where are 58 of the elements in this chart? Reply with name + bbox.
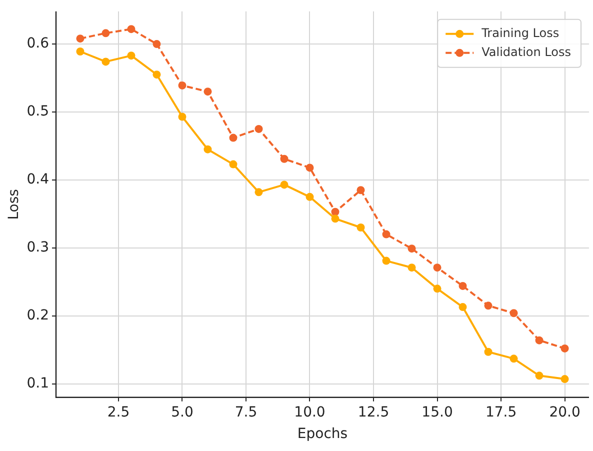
point xyxy=(306,192,314,201)
point xyxy=(178,112,186,121)
point xyxy=(76,47,84,56)
point xyxy=(229,134,238,142)
point xyxy=(280,180,288,189)
point xyxy=(484,302,492,310)
point xyxy=(560,344,569,352)
point xyxy=(535,372,544,380)
point xyxy=(254,124,263,133)
point xyxy=(204,145,212,154)
y-tick-label: 0.3 xyxy=(26,240,49,256)
point xyxy=(458,282,467,290)
y-tick-label: 0.2 xyxy=(26,307,49,324)
x-tick-label: 7.5 xyxy=(234,404,258,420)
x-tick-label: 15.0 xyxy=(422,404,453,420)
y-tick-label: 0.4 xyxy=(26,172,50,188)
point xyxy=(229,160,238,168)
point xyxy=(331,208,340,216)
legend-label: Training Loss xyxy=(480,26,560,40)
point xyxy=(535,336,544,344)
y-tick-label: 0.1 xyxy=(26,375,49,392)
point xyxy=(102,58,110,66)
x-tick-label: 2.5 xyxy=(107,404,130,420)
point xyxy=(127,52,136,60)
x-tick-label: 12.5 xyxy=(358,404,390,420)
point xyxy=(178,81,186,90)
point xyxy=(356,224,365,232)
point xyxy=(510,309,518,318)
point xyxy=(510,354,518,363)
y-axis-title: Loss xyxy=(6,189,22,220)
point xyxy=(408,264,416,272)
point xyxy=(356,186,365,194)
point xyxy=(433,284,442,293)
point xyxy=(306,164,314,172)
x-tick-label: 20.0 xyxy=(549,404,580,420)
point xyxy=(280,154,288,163)
y-tick-label: 0.6 xyxy=(26,36,50,52)
point xyxy=(127,25,136,34)
point xyxy=(408,244,416,253)
point xyxy=(458,303,467,312)
legend-label: Validation Loss xyxy=(482,45,571,60)
y-tick-label: 0.5 xyxy=(26,104,49,120)
point xyxy=(382,230,390,238)
x-tick-label: 17.5 xyxy=(485,404,517,420)
point xyxy=(152,70,161,79)
point xyxy=(433,264,442,272)
point xyxy=(102,29,110,38)
x-tick-label: 10.0 xyxy=(294,404,326,420)
point xyxy=(382,256,390,265)
x-axis-title: Epochs xyxy=(297,426,348,442)
point xyxy=(560,375,569,384)
point xyxy=(76,34,84,43)
point xyxy=(331,214,340,223)
point xyxy=(254,188,263,196)
point xyxy=(204,88,212,96)
x-tick-label: 5.0 xyxy=(171,404,194,420)
point xyxy=(152,40,161,48)
point xyxy=(484,348,492,356)
